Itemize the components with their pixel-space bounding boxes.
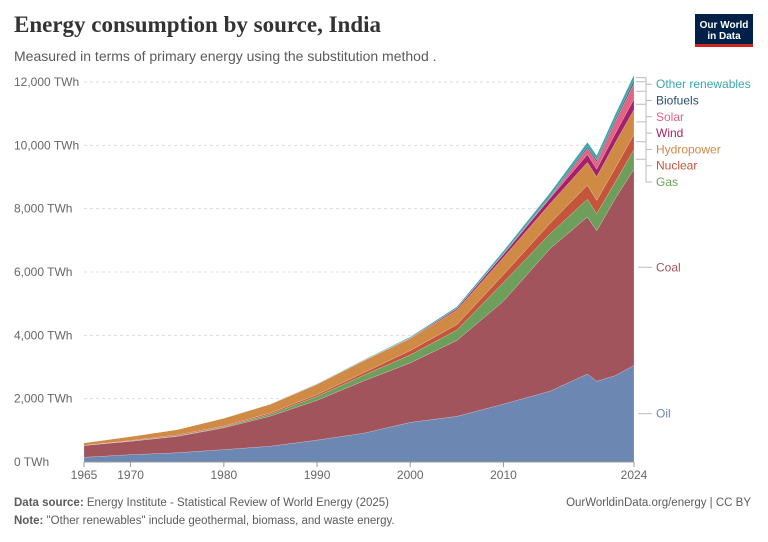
y-tick-label: 2,000 TWh [14, 392, 72, 406]
x-tick-label: 2010 [490, 468, 517, 482]
chart-subtitle: Measured in terms of primary energy usin… [14, 48, 437, 64]
x-axis: 1965 1970 1980 1990 2000 2010 2024 [71, 461, 648, 482]
note-label: Note: [14, 515, 44, 527]
chart-title: Energy consumption by source, India [14, 12, 382, 37]
legend-connector [636, 158, 652, 183]
legend-label-gas: Gas [656, 175, 678, 189]
y-tick-label: 0 TWh [14, 455, 49, 469]
y-tick-label: 12,000 TWh [14, 75, 79, 89]
x-tick-label: 2000 [397, 468, 424, 482]
legend-label-wind: Wind [656, 126, 683, 140]
x-tick-label: 1990 [304, 468, 331, 482]
legend-label-nuclear: Nuclear [656, 159, 697, 173]
note-line: Note: "Other renewables" include geother… [14, 515, 395, 527]
legend-label-oil: Oil [656, 407, 671, 421]
x-tick-label: 1970 [117, 468, 144, 482]
legend-label-coal: Coal [656, 260, 681, 274]
y-axis: 0 TWh 2,000 TWh 4,000 TWh 6,000 TWh 8,000 TW… [14, 75, 79, 469]
legend-label-hydropower: Hydropower [656, 142, 721, 156]
logo-text-line2: in Data [707, 30, 741, 42]
logo-text-line1: Our World [699, 19, 749, 31]
legend-connector [636, 103, 652, 134]
legend-label-solar: Solar [656, 110, 684, 124]
legend-label-other-renewables: Other renewables [656, 77, 751, 91]
source-line: Data source: Energy Institute - Statisti… [14, 497, 389, 509]
legend-label-biofuels: Biofuels [656, 94, 699, 108]
stacked-areas [83, 74, 635, 463]
y-tick-label: 10,000 TWh [14, 138, 79, 152]
source-text[interactable]: Energy Institute - Statistical Review of… [86, 497, 389, 509]
x-tick-label: 1980 [210, 468, 237, 482]
logo-accent-bar [695, 44, 753, 47]
credit-link[interactable]: OurWorldinData.org/energy | CC BY [566, 497, 751, 509]
y-tick-label: 6,000 TWh [14, 265, 72, 279]
note-text: "Other renewables" include geothermal, b… [46, 515, 395, 527]
legend-connector [636, 121, 652, 150]
x-tick-label: 2024 [621, 468, 648, 482]
legend-connector [636, 141, 652, 167]
y-tick-label: 4,000 TWh [14, 328, 72, 342]
legend-connector [636, 81, 652, 101]
area-other-renewables [83, 74, 635, 443]
legend[interactable]: Oil Coal Gas Nuclear Hydropower Wind Solar Biof… [636, 77, 751, 421]
source-label: Data source: [14, 497, 84, 509]
legend-connector [636, 77, 652, 85]
owid-logo[interactable]: Our World in Data [695, 14, 753, 47]
x-tick-label: 1965 [71, 468, 98, 482]
legend-connector [636, 90, 652, 118]
y-tick-label: 8,000 TWh [14, 202, 72, 216]
